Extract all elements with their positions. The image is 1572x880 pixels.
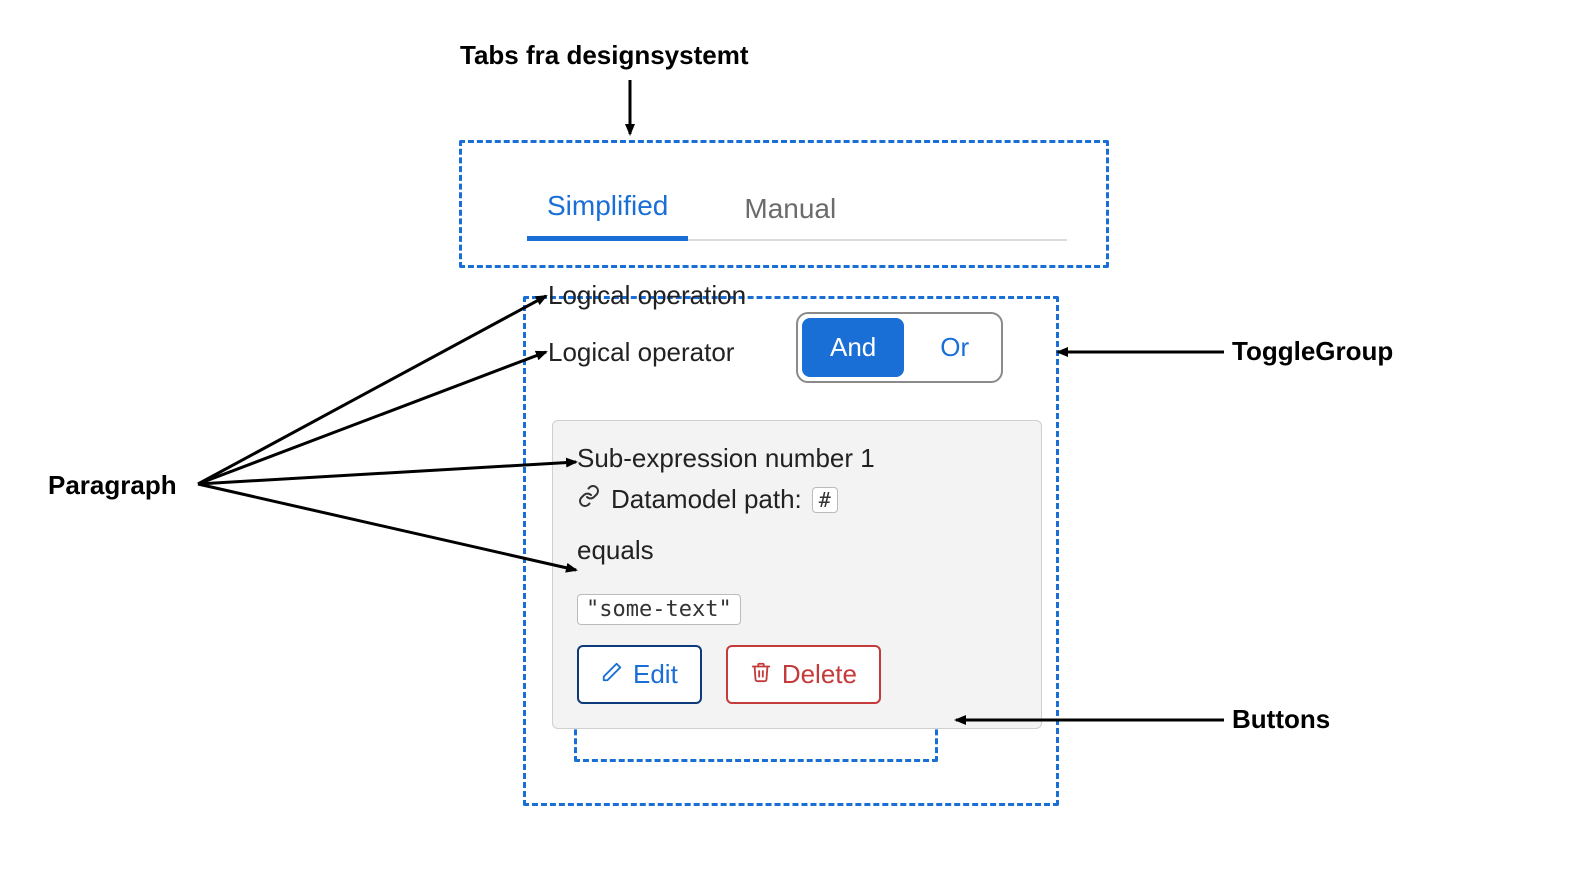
- card-value-chip: "some-text": [577, 594, 741, 625]
- toggle-group: And Or: [796, 312, 1003, 383]
- delete-button-label: Delete: [782, 659, 857, 690]
- edit-button-label: Edit: [633, 659, 678, 690]
- annotation-buttons-label: Buttons: [1232, 704, 1330, 735]
- edit-button[interactable]: Edit: [577, 645, 702, 704]
- card-title: Sub-expression number 1: [577, 443, 1017, 474]
- button-row: Edit Delete: [577, 645, 1017, 704]
- paragraph-logical-operator: Logical operator: [548, 337, 734, 368]
- tab-manual[interactable]: Manual: [724, 187, 856, 239]
- pencil-icon: [601, 659, 623, 690]
- card-datamodel-row: Datamodel path: #: [577, 484, 1017, 515]
- toggle-and[interactable]: And: [802, 318, 904, 377]
- card-datamodel-chip: #: [812, 487, 838, 513]
- annotation-togglegroup-label: ToggleGroup: [1232, 336, 1393, 367]
- link-icon: [577, 484, 601, 515]
- subexpression-card: Sub-expression number 1 Datamodel path: …: [552, 420, 1042, 729]
- trash-icon: [750, 659, 772, 690]
- annotation-tabs-label: Tabs fra designsystemt: [460, 40, 749, 71]
- paragraph-logical-operation: Logical operation: [548, 280, 746, 311]
- tab-simplified[interactable]: Simplified: [527, 184, 688, 241]
- card-datamodel-label: Datamodel path:: [611, 484, 802, 515]
- toggle-or[interactable]: Or: [912, 318, 997, 377]
- paragraph-equals: equals: [577, 535, 1017, 566]
- delete-button[interactable]: Delete: [726, 645, 881, 704]
- tabs: Simplified Manual: [527, 184, 1067, 241]
- annotation-paragraph-label: Paragraph: [48, 470, 177, 501]
